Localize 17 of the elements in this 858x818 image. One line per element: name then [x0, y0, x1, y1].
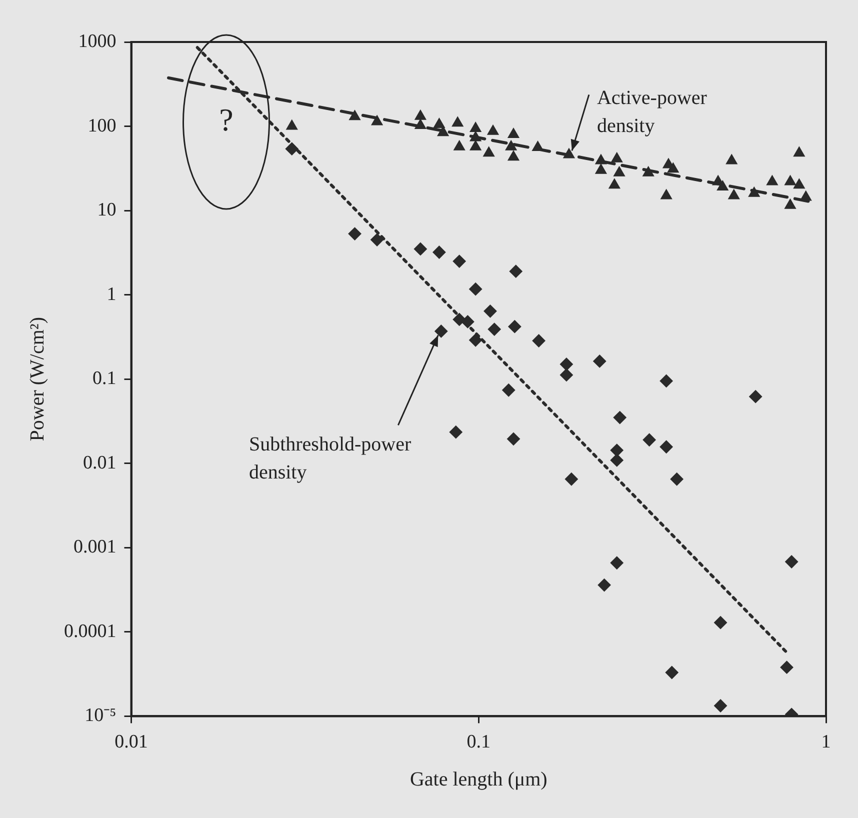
annotation: ? [219, 101, 234, 138]
annotation: Active-power density [596, 86, 708, 137]
y-tick-label: 0.01 [83, 452, 116, 474]
y-tick-label: 100 [88, 115, 116, 136]
y-tick-label: 10 [97, 200, 116, 221]
y-tick-label: 1 [106, 284, 116, 305]
x-tick-label: 0.1 [466, 732, 490, 753]
y-tick-label: 0.1 [92, 368, 116, 390]
x-tick-label: 0.01 [114, 732, 148, 753]
y-tick-label: 0.0001 [64, 620, 116, 642]
annotation: Subthreshold-power density [248, 433, 412, 484]
x-tick-label: 1 [821, 732, 831, 753]
y-tick-label: 0.001 [74, 536, 116, 558]
y-tick-label: 10⁻⁵ [84, 705, 116, 726]
y-axis-title: Power (W/cm²) [26, 316, 48, 442]
y-tick-label: 1000 [78, 30, 116, 52]
x-axis-title: Gate length (μm) [410, 768, 548, 790]
